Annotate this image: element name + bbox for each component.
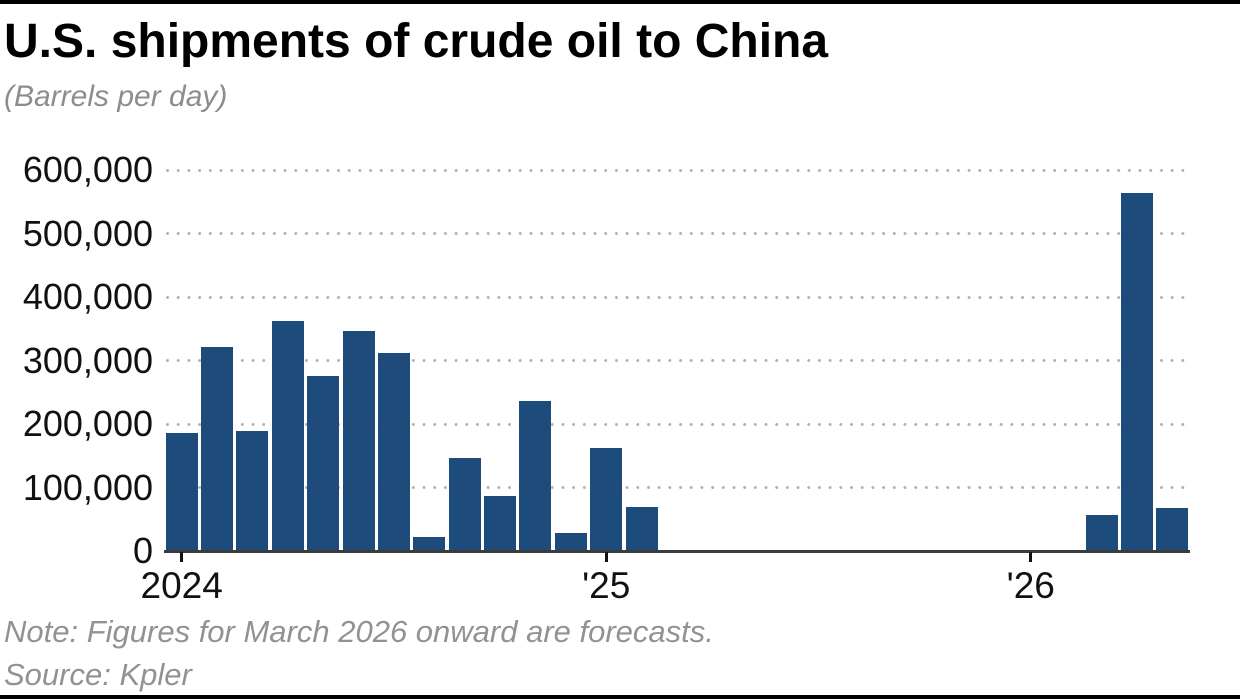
y-axis-label: 100,000 <box>22 466 153 508</box>
chart-title: U.S. shipments of crude oil to China <box>4 15 829 68</box>
y-axis-label: 0 <box>132 530 153 571</box>
bottom-rule <box>0 695 1240 699</box>
bar-jun-2024 <box>342 331 375 551</box>
chart-subtitle: (Barrels per day) <box>4 80 228 113</box>
bar-apr-2026 <box>1120 192 1153 551</box>
bars-layer <box>164 170 1190 551</box>
bar-oct-2024 <box>484 496 517 551</box>
y-axis-label: 400,000 <box>22 276 153 317</box>
chart-note: Note: Figures for March 2026 onward are … <box>4 614 714 649</box>
y-axis-label: 200,000 <box>22 403 153 444</box>
plot-area <box>164 168 1190 551</box>
x-axis-tick <box>1029 552 1033 562</box>
bar-sep-2024 <box>448 458 481 551</box>
top-rule <box>0 0 1240 4</box>
x-axis-tick <box>180 552 184 562</box>
bar-may-2024 <box>307 375 340 551</box>
x-axis-label: '26 <box>1006 565 1055 606</box>
chart-source: Source: Kpler <box>4 657 192 692</box>
bar-nov-2024 <box>519 401 552 551</box>
y-axis-label: 500,000 <box>22 212 153 254</box>
bar-mar-2024 <box>236 431 269 551</box>
bar-jan-2025 <box>590 447 623 551</box>
bar-jul-2024 <box>377 352 410 551</box>
x-axis-label: 2024 <box>140 565 223 606</box>
bar-aug-2024 <box>413 537 446 551</box>
x-axis-tick <box>604 552 608 562</box>
bar-feb-2024 <box>201 347 234 551</box>
bar-dec-2024 <box>554 532 587 551</box>
bar-apr-2024 <box>271 320 304 551</box>
bar-feb-2025 <box>625 507 658 551</box>
bar-may-2026 <box>1156 508 1189 551</box>
x-axis-line <box>164 550 1190 553</box>
y-axis-label: 600,000 <box>22 149 153 190</box>
y-axis-label: 300,000 <box>22 339 153 381</box>
bar-jan-2024 <box>165 432 198 551</box>
x-axis-label: '25 <box>582 565 631 606</box>
bar-mar-2026 <box>1085 514 1118 551</box>
